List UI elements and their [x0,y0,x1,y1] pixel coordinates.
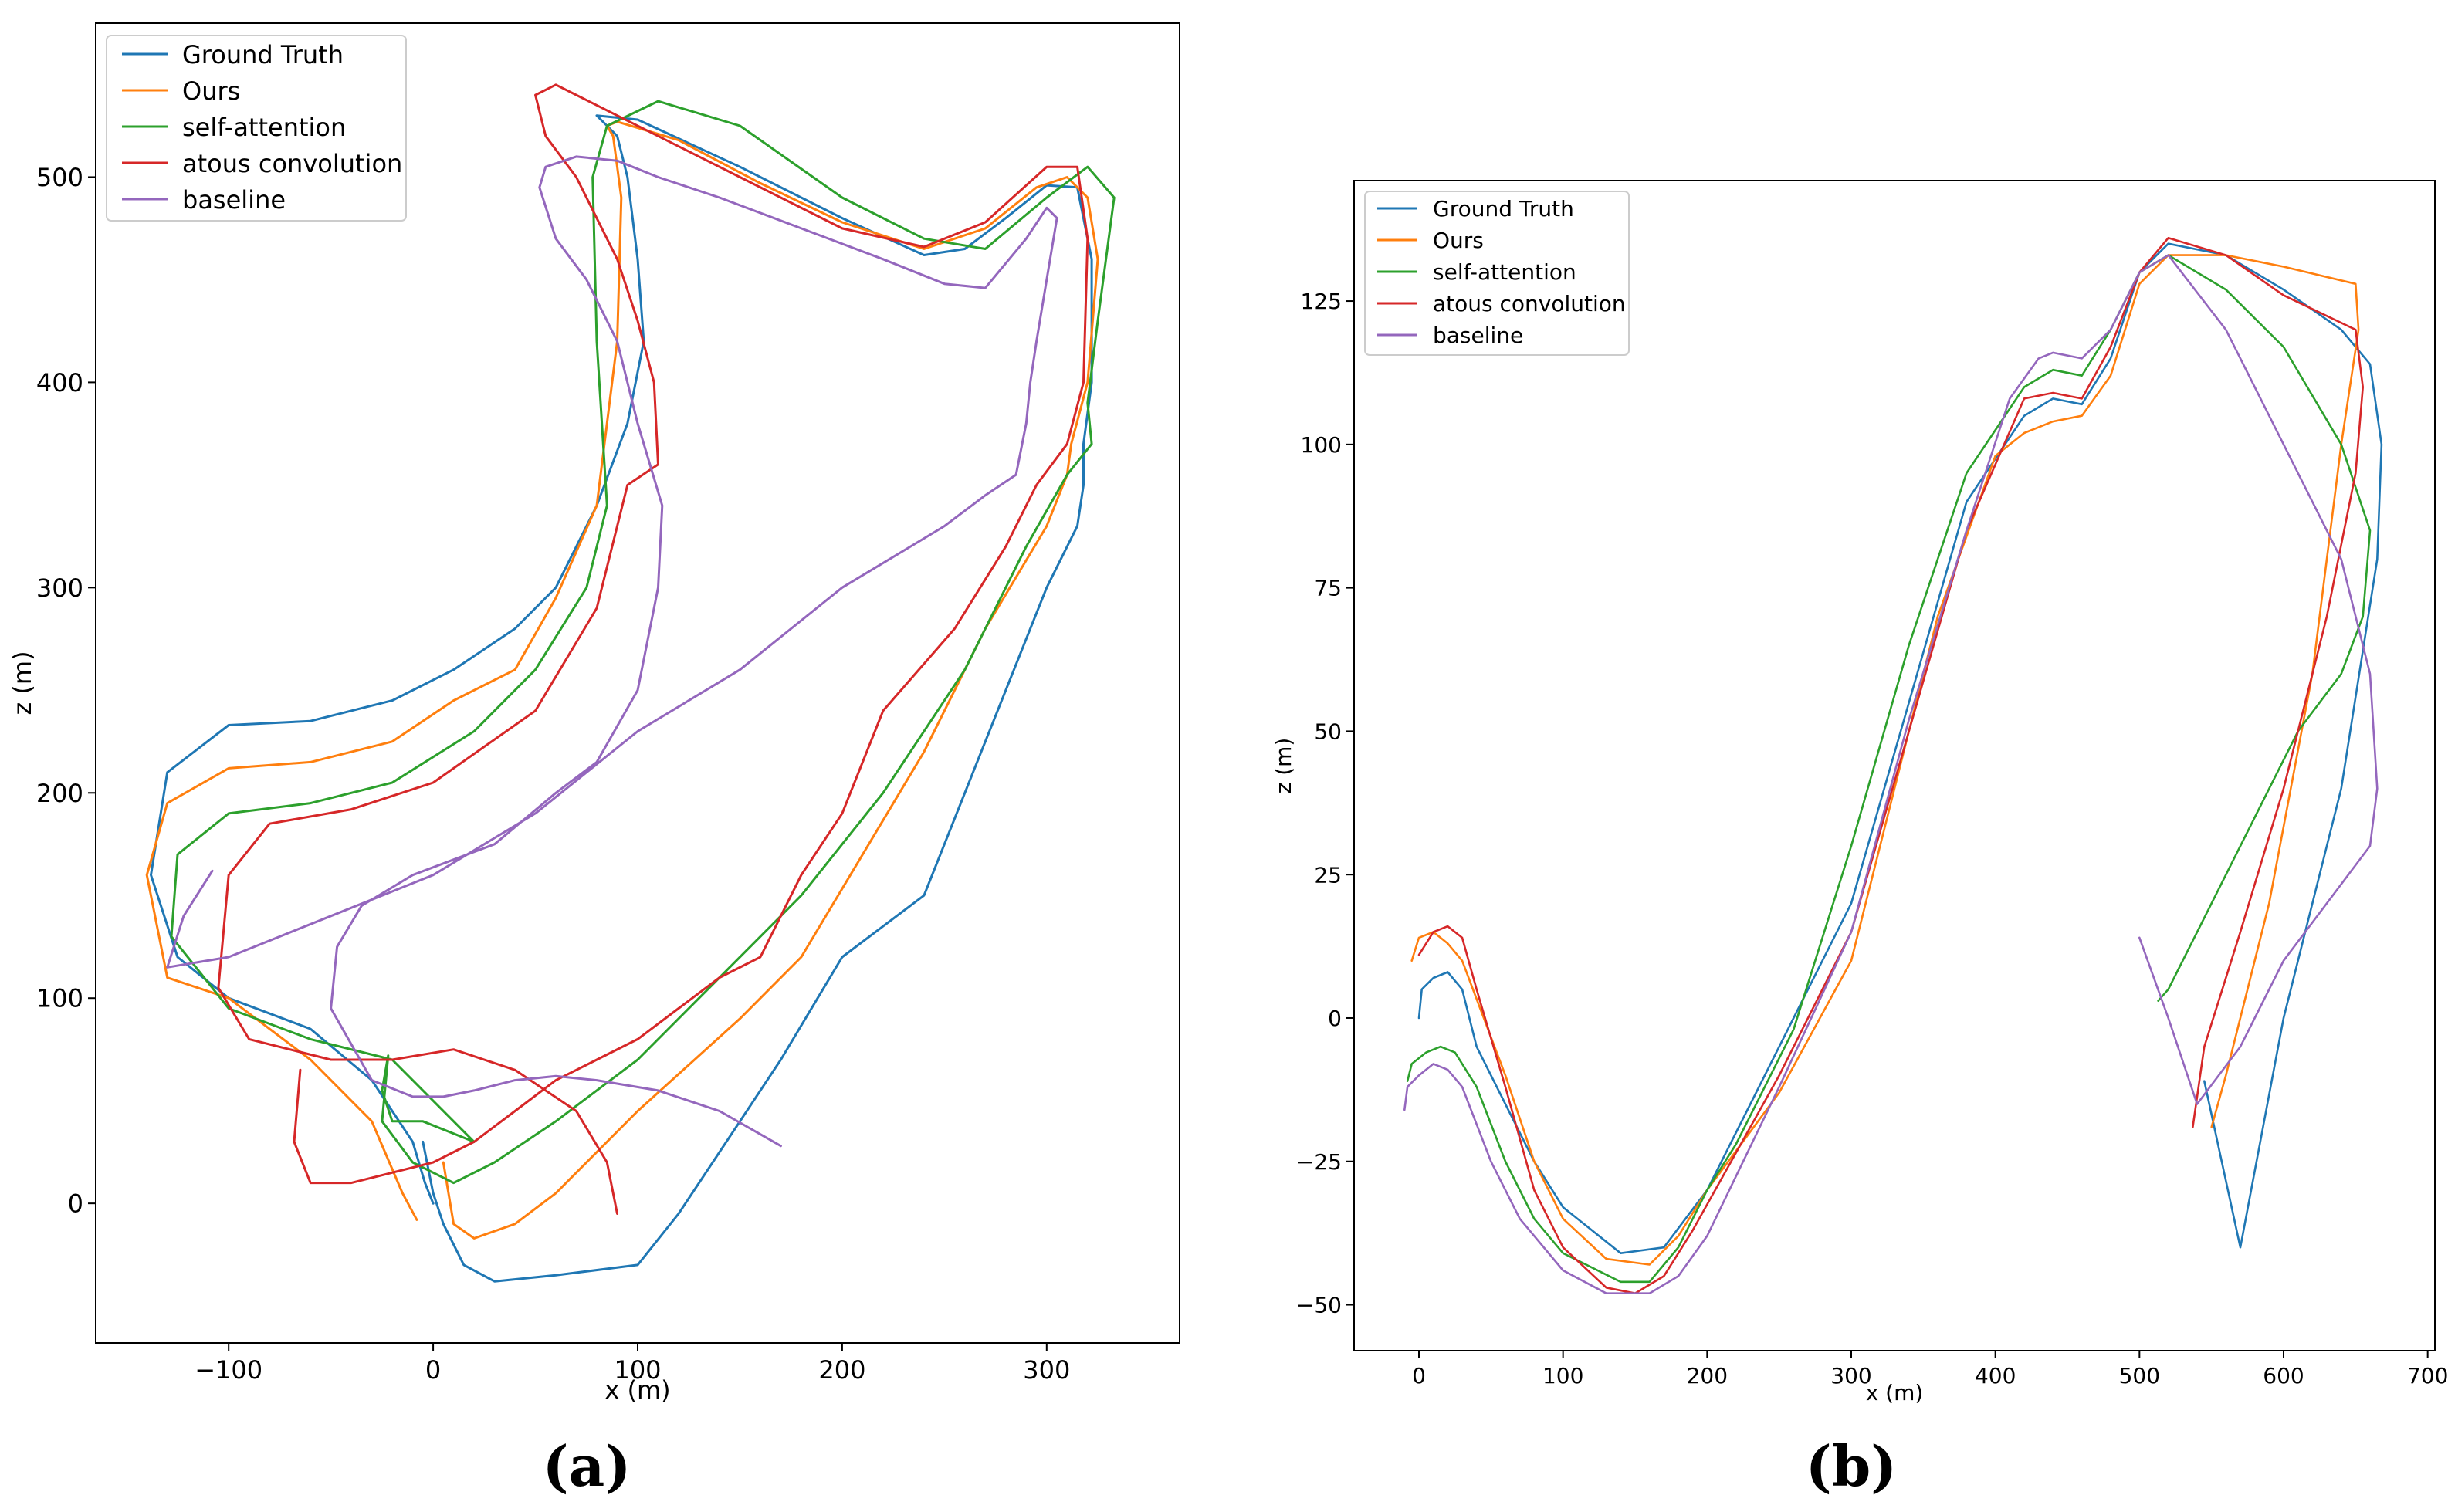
sub-caption-b: (b) [1806,1433,1897,1499]
x-tick-label: 500 [2119,1363,2160,1389]
x-tick-label: 100 [1542,1363,1583,1389]
series-line-atous-convolution [217,83,1089,1215]
y-ticks-a: 0 100 200 300 400 500 [36,163,96,1219]
series-line-atous-convolution [1417,237,2364,1294]
x-ticks-a: −100 0 100 200 300 [195,1343,1070,1385]
x-ticks-b: 0 100 200 300 400 500 600 700 [1412,1351,2448,1389]
legend-box [1364,191,1630,356]
y-tick-label: 50 [1314,719,1342,744]
x-tick-label: 400 [1975,1363,2016,1389]
legend-label: self-attention [182,113,346,142]
x-tick-label: 700 [2407,1363,2448,1389]
x-tick-label: 100 [614,1355,661,1385]
y-tick-label: 100 [36,984,83,1013]
legend-a: Ground Truth Ours self-attention atous c… [106,35,407,222]
legend-label: baseline [1433,323,1523,348]
series-line-self-attention [170,100,1116,1185]
series-lines-b [1403,237,2383,1294]
series-line-ground-truth [1417,242,2383,1254]
x-tick-label: 0 [425,1355,441,1385]
x-tick-label: 200 [818,1355,865,1385]
plot-area-b [1353,180,2436,1351]
series-line-ours [145,120,1099,1240]
sub-caption-a: (a) [543,1433,631,1499]
series-line-ground-truth [150,114,1093,1283]
y-tick-label: 200 [36,779,83,808]
y-axis-label-b: z (m) [1271,738,1296,794]
series-line-self-attention [1406,254,2372,1284]
y-axis-label-a: z (m) [8,651,37,715]
x-tick-label: 200 [1687,1363,1728,1389]
y-tick-label: 400 [36,368,83,397]
x-tick-label: 0 [1412,1363,1426,1389]
series-line-baseline [166,155,1058,1148]
y-tick-label: 25 [1314,862,1342,888]
legend-box [106,35,407,222]
plot-area-a [95,22,1180,1344]
y-tick-label: 300 [36,573,83,603]
legend-label: atous convolution [1433,291,1626,316]
legend-label: Ground Truth [1433,196,1574,222]
x-tick-label: −100 [195,1355,262,1385]
legend-label: self-attention [1433,259,1576,285]
legend-label: baseline [182,185,286,215]
panel-b: 0 100 200 300 400 500 600 700 −50 −25 0 … [1271,180,2448,1499]
x-tick-label: 300 [1830,1363,1871,1389]
y-tick-label: −25 [1296,1149,1342,1175]
series-lines-a [145,83,1116,1283]
y-tick-label: 500 [36,163,83,192]
x-axis-label-b: x (m) [1866,1380,1924,1405]
legend-label: Ours [182,76,240,106]
y-tick-label: 0 [68,1189,83,1219]
legend-label: atous convolution [182,149,402,178]
y-tick-label: −50 [1296,1293,1342,1318]
panel-a: −100 0 100 200 300 0 100 200 300 400 500… [8,22,1180,1499]
y-ticks-b: −50 −25 0 25 50 75 100 125 [1296,289,1354,1318]
y-tick-label: 0 [1328,1006,1342,1031]
x-axis-label-a: x (m) [604,1375,670,1405]
legend-label: Ground Truth [182,40,344,69]
series-line-baseline [1403,254,2379,1294]
legend-label: Ours [1433,228,1484,253]
legend-b: Ground Truth Ours self-attention atous c… [1364,191,1630,356]
series-line-ours [1410,254,2360,1266]
y-tick-label: 100 [1301,432,1342,458]
x-tick-label: 300 [1023,1355,1070,1385]
y-tick-label: 125 [1301,289,1342,314]
y-tick-label: 75 [1314,576,1342,601]
x-tick-label: 600 [2263,1363,2304,1389]
